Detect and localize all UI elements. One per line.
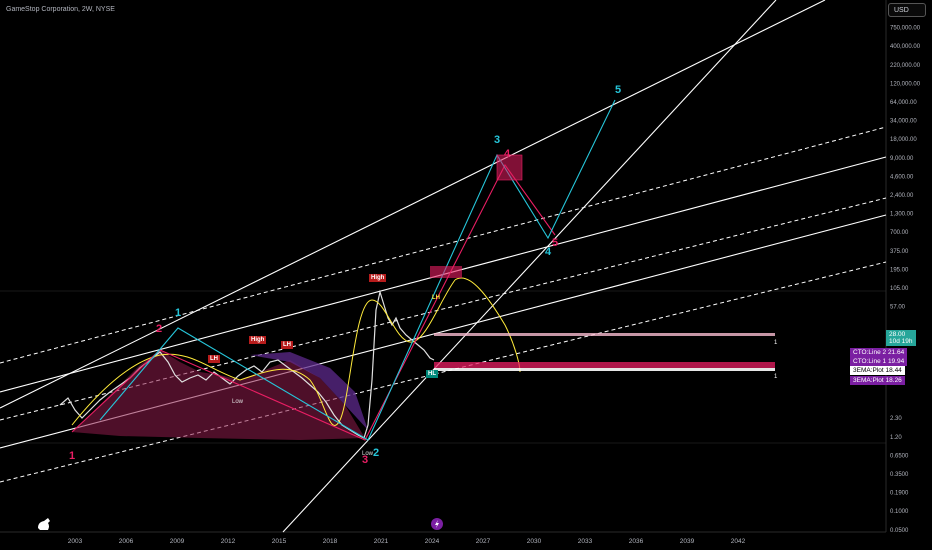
chart-title: GameStop Corporation, 2W, NYSE [6,6,115,13]
shaded-region-crimson [72,350,365,440]
wave-label-teal: 4 [545,246,552,258]
price-label-ema1: 3EMA:Plot 18.44 [850,366,905,375]
flash-icon[interactable] [431,518,443,530]
y-tick-label: 0.6500 [890,453,909,459]
level-box-upper [434,333,775,336]
x-tick-label: 2003 [68,538,83,545]
wave-label-teal: 2 [373,447,379,459]
wave-label-pink: 3 [362,454,368,466]
teal-wave [99,99,616,441]
x-axis-ticks: 2003 2006 2009 2012 2015 2018 2021 2024 2027 2030… [68,538,746,545]
wave-label-pink: 5 [552,237,558,249]
y-tick-label: 64,000.00 [890,100,917,106]
y-tick-label: 57.00 [890,305,906,311]
x-tick-label: 2015 [272,538,287,545]
wave-label-teal: 3 [494,134,500,146]
x-tick-label: 2027 [476,538,491,545]
y-tick-label: 1,300.00 [890,212,914,218]
y-tick-label: 4,600.00 [890,174,914,180]
y-tick-label: 34,000.00 [890,119,917,125]
supply-zone-mid [430,266,462,278]
y-tick-label: 1.20 [890,435,902,441]
x-tick-label: 2018 [323,538,338,545]
currency-button[interactable]: USD [888,3,926,17]
level-box-lower-white [434,368,775,371]
hl-tag: HL [426,370,438,378]
price-label-current: 28.00 10d 19h [886,330,916,346]
lh-tag-2: LH [281,341,293,349]
high-tag-2: High [249,336,267,344]
y-tick-label: 0.1900 [890,491,909,497]
low-label-1: Low [232,399,244,405]
price-label-ema2: 3EMA:Plot 18.26 [850,376,905,385]
wave-label-teal: 5 [615,84,621,96]
y-tick-label: 195.00 [890,267,909,273]
wave-label-teal: 1 [175,307,181,319]
wave-label-pink: 1 [69,450,75,462]
pink-wave [71,163,556,441]
dashed-channel-2 [0,197,887,421]
supply-zone-top [496,154,523,181]
x-tick-label: 2006 [119,538,134,545]
trend-line-steep [282,0,777,533]
level-box-lower [434,362,775,368]
x-tick-label: 2036 [629,538,644,545]
high-tag-1: High [369,274,387,282]
wave-label-pink: 2 [156,323,162,335]
y-tick-label: 375.00 [890,249,909,255]
y-tick-label: 9,000.00 [890,156,914,162]
x-tick-label: 2021 [374,538,389,545]
x-tick-label: 2042 [731,538,746,545]
y-tick-label: 700.00 [890,230,909,236]
x-tick-label: 2024 [425,538,440,545]
x-tick-label: 2039 [680,538,695,545]
y-tick-label: 120,000.00 [890,81,921,87]
y-tick-label: 220,000.00 [890,63,921,69]
y-tick-label: 0.3500 [890,472,909,478]
x-tick-label: 2030 [527,538,542,545]
dashed-channel-1 [0,126,887,364]
y-tick-label: 18,000.00 [890,137,917,143]
x-tick-label: 2033 [578,538,593,545]
wave-label-pink: 4 [504,148,511,160]
dashed-channel-3 [0,261,887,483]
line-end-label-2: 1 [774,374,778,380]
line-end-label-1: 1 [774,340,778,346]
trend-line-top [0,0,826,409]
lh-tag-3: LH [432,295,440,301]
y-tick-label: 105.00 [890,286,909,292]
price-label-cto1: CTO:Line 1 19.94 [850,357,908,366]
y-tick-label: 750,000.00 [890,26,921,32]
lh-tag-1: LH [208,355,220,363]
low-label-2: Low [362,451,374,457]
dino-icon [38,518,50,530]
ema-curve [71,277,521,426]
x-tick-label: 2009 [170,538,185,545]
y-tick-label: 2.30 [890,416,902,422]
shaded-region-purple [250,352,368,430]
x-tick-label: 2012 [221,538,236,545]
y-tick-label: 0.1000 [890,509,909,515]
price-label-cto2: CTO:Line 2 21.64 [850,348,908,357]
y-tick-label: 400,000.00 [890,44,921,50]
trend-lines [0,0,887,533]
y-tick-label: 2,400.00 [890,193,914,199]
y-tick-label: 0.0500 [890,528,909,534]
